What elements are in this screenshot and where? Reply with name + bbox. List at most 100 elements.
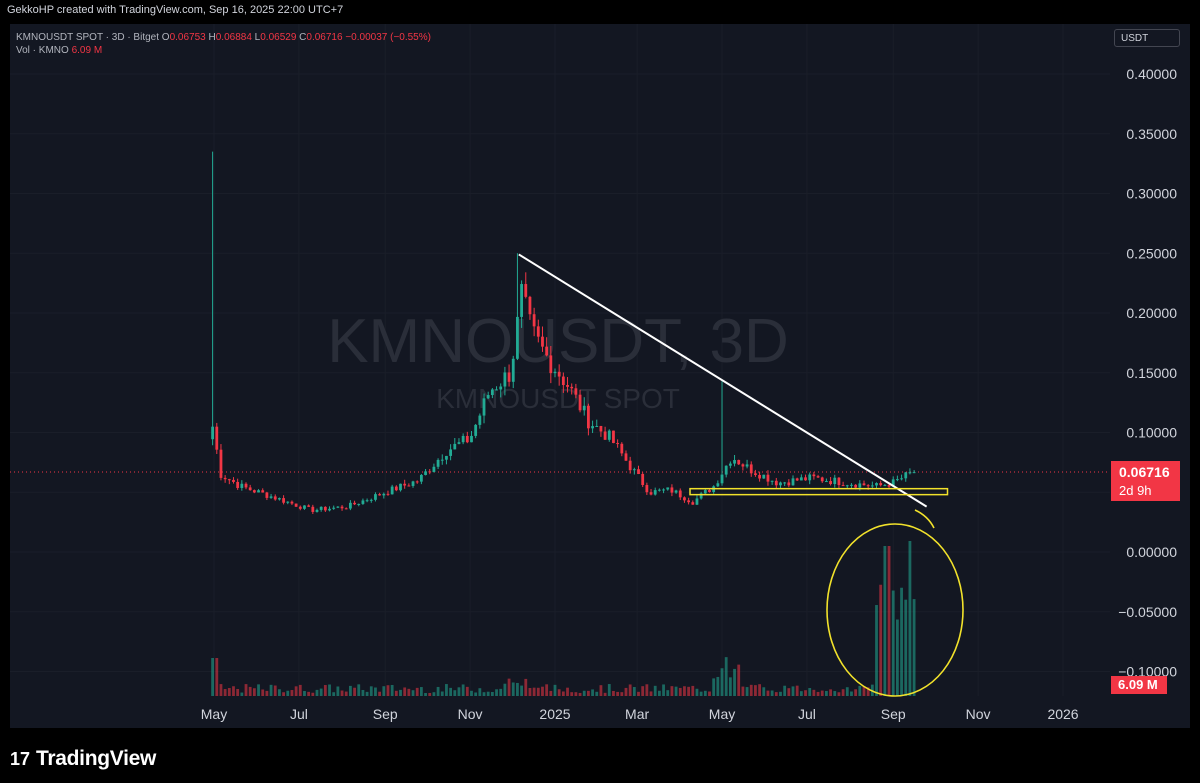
candle-body [578,394,582,411]
candle-body [783,482,787,484]
volume-bar [428,692,432,696]
close-label: C [299,32,307,43]
candle-body [845,485,849,487]
volume-bar [720,668,724,696]
candle-body [445,455,448,460]
candle-body [403,483,407,486]
volume-bar [244,684,248,696]
candle-body [344,508,348,510]
candle-body [812,474,816,477]
volume-bar [323,685,327,696]
volume-bar [561,691,565,696]
time-tick: Sep [881,706,906,722]
candle-body [841,485,845,487]
volume-bar [503,683,507,696]
volume-bar [357,684,361,696]
volume-tag: 6.09 M [1111,676,1167,694]
volume-bar [211,658,215,696]
volume-bar [825,690,828,696]
volume-bar [315,689,319,696]
candle-body [415,481,419,483]
candle-body [770,480,774,482]
candle-body [724,465,728,475]
candle-body [453,443,457,450]
candle-body [257,490,260,493]
candle-body [632,469,636,471]
tradingview-logo-icon: 17 [10,748,31,769]
candle-body [678,490,682,498]
volume-bar [783,685,787,696]
candle-body [766,474,770,482]
volume-bar [774,692,778,696]
candle-body [282,498,285,503]
candle-body [787,482,791,486]
volume-bar [541,686,544,696]
candle-body [503,372,507,387]
candle-body [628,460,632,471]
candle-body [365,500,369,502]
volume-bar [804,690,807,696]
volume-bar [566,687,569,696]
volume-bar [240,692,244,696]
candle-body [875,483,878,486]
time-tick: 2026 [1047,706,1078,722]
volume-bar [895,619,899,696]
candle-body [219,449,223,478]
volume-bar [908,541,912,696]
time-tick: Mar [625,706,649,722]
volume-bar [887,546,891,696]
volume-bar [674,686,678,696]
candle-body [674,490,678,493]
candle-body [745,464,749,467]
volume-legend: Vol · KMNO 6.09 M [16,45,102,56]
volume-bar [628,684,632,696]
volume-bar [662,684,665,696]
volume-bar [482,692,486,696]
chart-pane[interactable]: KMNOUSDT, 3D KMNOUSDT SPOT 0.40000 0.3500… [10,24,1190,728]
candle-body [912,472,916,474]
candle-body [854,484,858,488]
candle-body [695,498,699,505]
candle-body [666,487,670,490]
volume-bar [553,684,557,696]
volume-bar [728,677,732,696]
candle-body [232,479,235,482]
candle-body [557,371,561,377]
candle-body [319,506,323,510]
candle-body [599,425,603,432]
price-tick: 0.25000 [1126,245,1177,261]
candle-body [779,482,782,486]
volume-bar [758,684,761,696]
candle-body [349,502,352,509]
volume-bar [478,688,482,696]
volume-bar [683,686,686,696]
volume-bar [303,690,306,696]
price-tick: −0.05000 [1118,604,1177,620]
candle-body [382,493,386,496]
volume-bar [891,590,895,696]
candle-body [708,490,711,493]
currency-button[interactable]: USDT [1114,29,1180,47]
chart-canvas[interactable]: KMNOUSDT, 3D KMNOUSDT SPOT 0.40000 0.3500… [10,24,1190,728]
volume-bars [211,541,916,696]
candle-body [595,425,599,427]
volume-bar [490,691,494,696]
candle-body [879,483,883,486]
candle-body [795,478,799,481]
candle-body [733,460,736,464]
candle-body [457,442,461,444]
volume-bar [733,668,736,696]
candle-body [703,490,707,494]
candle-body [620,443,624,454]
tradingview-brand: TradingView [36,747,157,770]
volume-bar [319,688,323,696]
volume-bar [762,687,766,696]
watermark-main: KMNOUSDT, 3D [327,307,789,376]
candle-body [273,496,277,500]
candle-body [357,503,361,505]
volume-bar [845,687,849,696]
volume-bar [411,690,415,696]
volume-bar [344,691,348,696]
volume-bar [587,690,590,696]
candle-body [524,284,528,297]
